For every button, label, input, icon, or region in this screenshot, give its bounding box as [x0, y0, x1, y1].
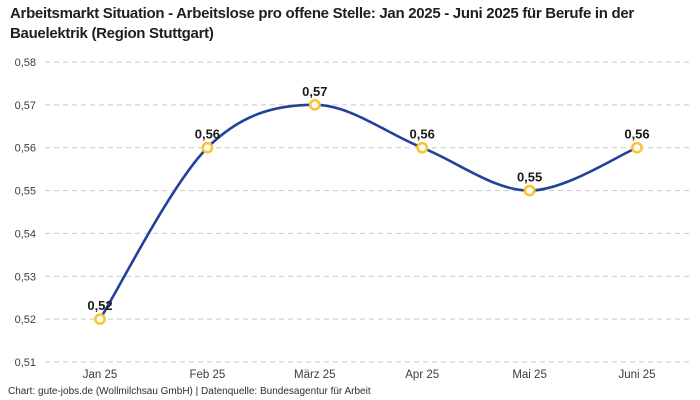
y-tick-label: 0,52	[15, 314, 36, 326]
y-tick-label: 0,55	[15, 186, 36, 198]
data-point-marker	[94, 313, 106, 326]
trend-line	[98, 103, 639, 321]
data-point-marker	[201, 141, 214, 154]
data-point-label: 0,56	[624, 127, 649, 142]
data-point-label: 0,56	[195, 127, 220, 142]
data-point-label: 0,57	[302, 84, 327, 99]
data-point-marker	[523, 184, 536, 197]
x-tick-label: März 25	[294, 369, 336, 381]
data-point-marker	[308, 98, 321, 111]
y-tick-label: 0,56	[15, 143, 36, 155]
x-tick-label: Apr 25	[405, 369, 439, 381]
chart-attribution: Chart: gute-jobs.de (Wollmilchsau GmbH) …	[8, 386, 371, 397]
data-point-label: 0,52	[87, 298, 112, 313]
y-tick-label: 0,57	[15, 100, 36, 112]
data-point-marker	[416, 141, 429, 154]
y-tick-label: 0,51	[15, 357, 36, 369]
data-point-marker	[631, 141, 643, 154]
data-point-label: 0,56	[410, 127, 435, 142]
y-tick-label: 0,53	[15, 271, 36, 283]
data-point-label: 0,55	[517, 170, 542, 185]
x-tick-label: Mai 25	[512, 369, 547, 381]
x-tick-label: Jan 25	[83, 369, 118, 381]
y-tick-label: 0,58	[15, 57, 36, 69]
x-tick-label: Juni 25	[618, 369, 655, 381]
chart-title: Arbeitsmarkt Situation - Arbeitslose pro…	[10, 5, 634, 42]
line-chart-svg: 0,58 0,57 0,56 0,55 0,54 0,53 0,52 0,51 Jan 25 Fe…	[15, 57, 690, 381]
y-tick-label: 0,54	[15, 228, 36, 240]
x-tick-label: Feb 25	[189, 369, 225, 381]
